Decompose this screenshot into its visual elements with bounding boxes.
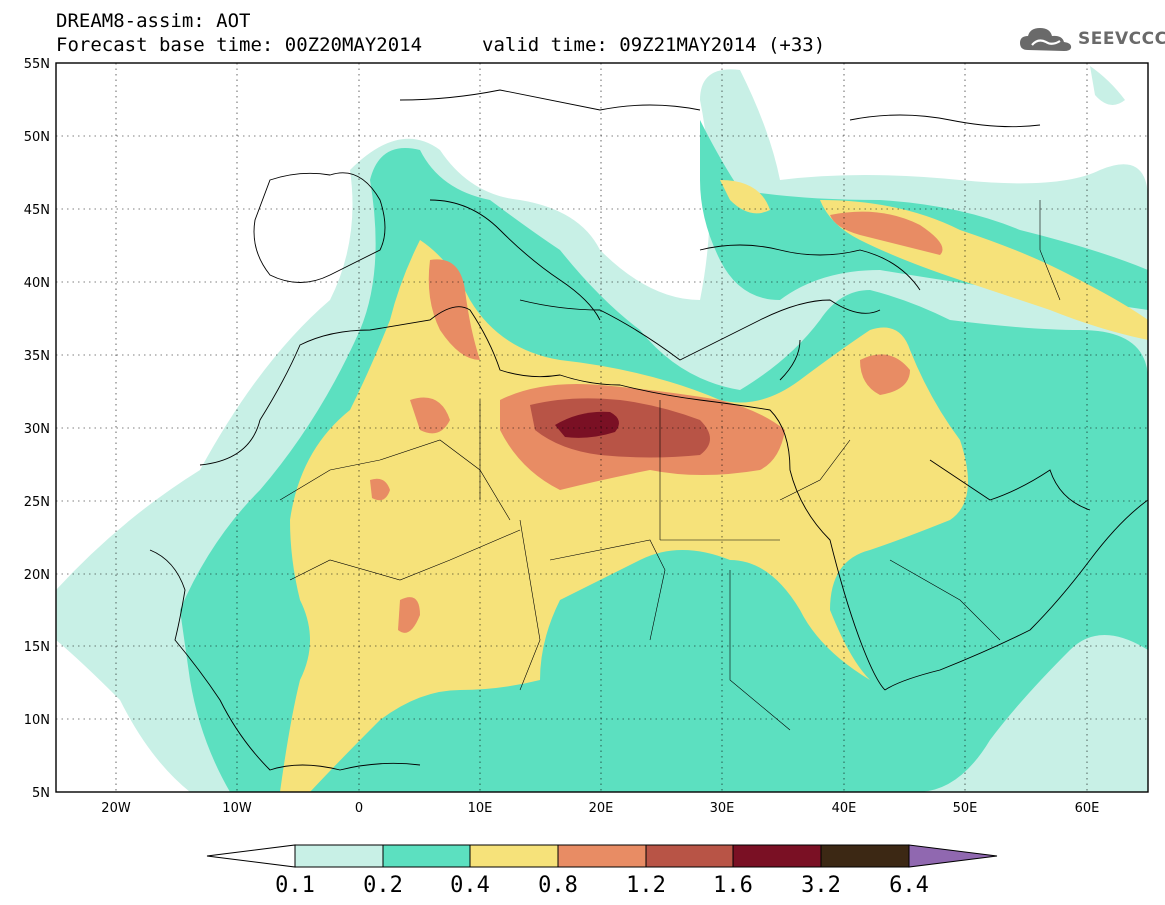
lat-label: 15N <box>24 640 50 655</box>
country-borders <box>279 200 1061 731</box>
colorbar-swatch <box>645 844 734 868</box>
lon-label: 0 <box>355 801 363 816</box>
colorbar-label: 0.1 <box>275 873 315 898</box>
colorbar-label: 0.2 <box>363 873 403 898</box>
lat-label: 35N <box>24 349 50 364</box>
lat-label: 10N <box>24 713 50 728</box>
aot-level-5 <box>530 398 710 458</box>
lon-label: 20E <box>589 801 614 816</box>
lon-label: 60E <box>1075 801 1100 816</box>
lat-label: 5N <box>32 786 50 801</box>
aot-field <box>56 63 1148 792</box>
lon-axis: 20W 10W 0 10E 20E 30E 40E 50E 60E <box>101 801 1099 816</box>
colorbar-label: 0.8 <box>538 873 578 898</box>
lat-label: 25N <box>24 495 50 510</box>
seevccc-logo: SEEVCCC <box>1018 24 1165 54</box>
lon-label: 10W <box>222 801 252 816</box>
cloud-icon <box>1020 28 1072 51</box>
lon-label: 10E <box>468 801 493 816</box>
lat-label: 40N <box>24 276 50 291</box>
lat-axis: 55N 50N 45N 40N 35N 30N 25N 20N 15N 10N … <box>24 57 50 801</box>
colorbar-swatch <box>294 844 384 868</box>
colorbar-label: 1.2 <box>626 873 666 898</box>
colorbar-swatch <box>732 844 822 868</box>
gridlines <box>56 63 1148 792</box>
lat-label: 45N <box>24 203 50 218</box>
lon-label: 20W <box>101 801 131 816</box>
colorbar-label: 1.6 <box>713 873 753 898</box>
colorbar-label: 6.4 <box>889 873 929 898</box>
colorbar-swatch <box>382 844 471 868</box>
aot-level-6 <box>555 411 619 438</box>
forecast-base-time: Forecast base time: 00Z20MAY2014 <box>56 34 423 56</box>
colorbar-arrow-low <box>206 844 296 868</box>
lat-label: 55N <box>24 57 50 72</box>
logo-text: SEEVCCC <box>1078 29 1165 49</box>
colorbar-label: 3.2 <box>801 873 841 898</box>
map-frame <box>55 62 1149 793</box>
lon-label: 30E <box>710 801 735 816</box>
lon-label: 40E <box>832 801 857 816</box>
lat-label: 30N <box>24 422 50 437</box>
colorbar-swatch <box>469 844 559 868</box>
coastlines <box>149 89 1148 771</box>
colorbar-swatch <box>820 844 910 868</box>
colorbar-label: 0.4 <box>450 873 490 898</box>
map-title: DREAM8-assim: AOT <box>56 10 251 32</box>
lat-label: 20N <box>24 568 50 583</box>
valid-time: valid time: 09Z21MAY2014 (+33) <box>482 34 826 56</box>
lat-label: 50N <box>24 130 50 145</box>
colorbar: 0.1 0.2 0.4 0.8 1.2 1.6 3.2 6.4 <box>206 844 998 898</box>
colorbar-arrow-high <box>908 844 998 868</box>
colorbar-swatch <box>557 844 647 868</box>
lon-label: 50E <box>953 801 978 816</box>
